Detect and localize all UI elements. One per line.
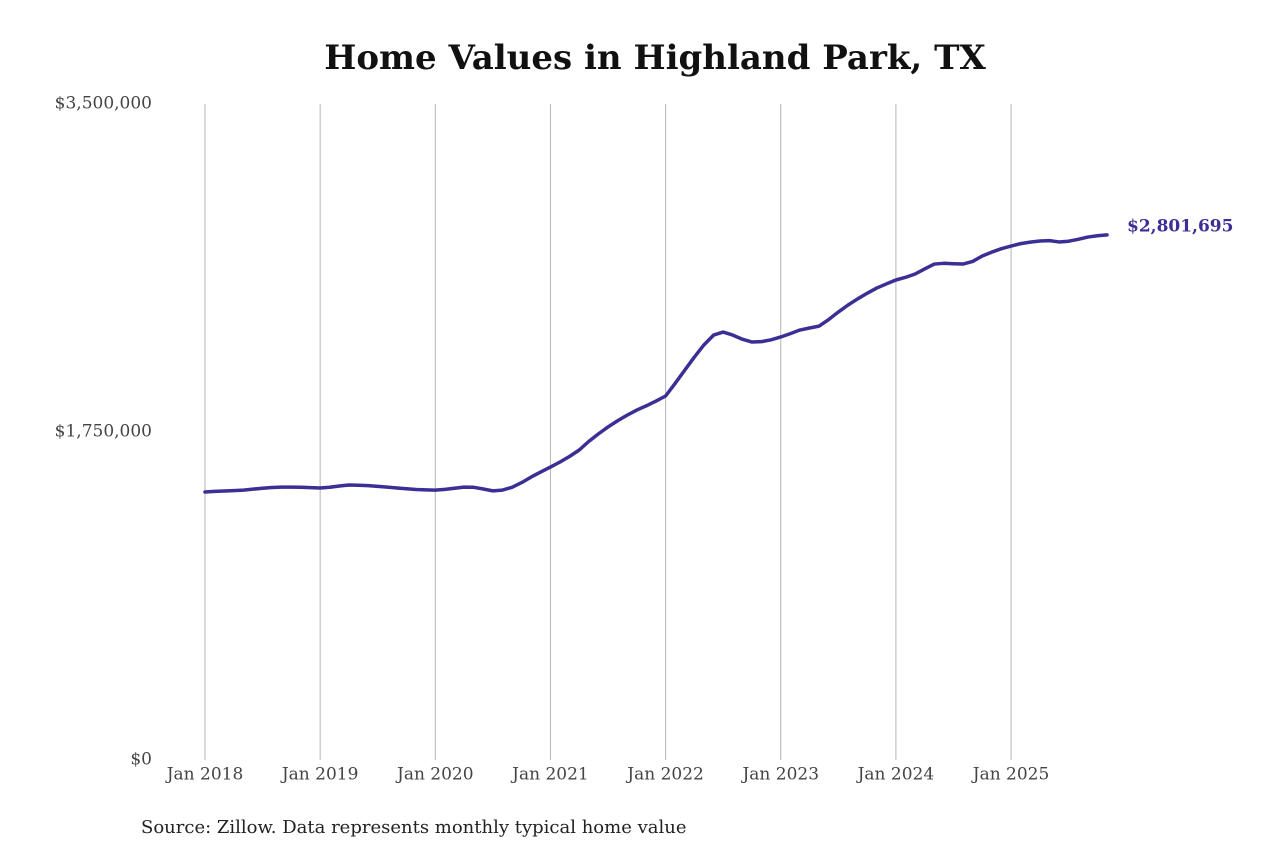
y-tick-label: $1,750,000 — [55, 422, 152, 442]
chart-title: Home Values in Highland Park, TX — [324, 38, 986, 78]
x-tick-label: Jan 2023 — [740, 765, 819, 785]
x-tick-label: Jan 2025 — [971, 765, 1050, 785]
y-tick-label: $0 — [130, 750, 152, 770]
x-tick-label: Jan 2020 — [395, 765, 474, 785]
x-tick-label: Jan 2022 — [625, 765, 704, 785]
x-tick-label: Jan 2018 — [165, 765, 244, 785]
x-tick-label: Jan 2021 — [510, 765, 589, 785]
x-tick-label: Jan 2024 — [856, 765, 935, 785]
x-tick-label: Jan 2019 — [280, 765, 359, 785]
source-note: Source: Zillow. Data represents monthly … — [141, 817, 687, 838]
series-line — [203, 233, 1109, 494]
y-tick-label: $3,500,000 — [55, 94, 152, 114]
end-value-label: $2,801,695 — [1127, 216, 1233, 236]
